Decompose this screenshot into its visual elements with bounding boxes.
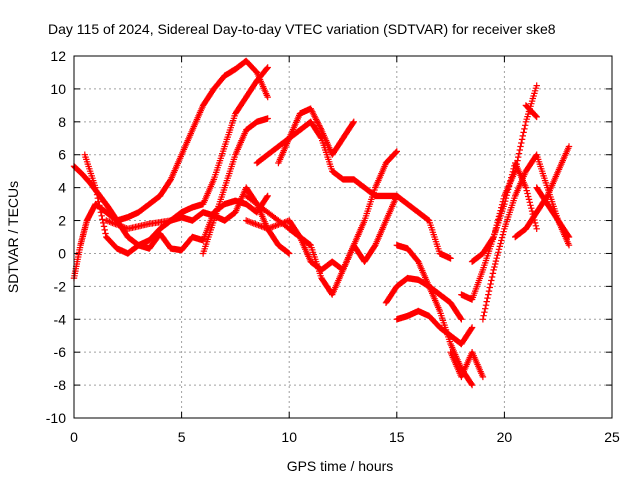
- series-markers: [447, 349, 487, 381]
- x-tick-label: 0: [70, 429, 78, 445]
- x-tick-label: 15: [389, 429, 405, 445]
- y-tick-label: 6: [58, 147, 66, 163]
- series-markers: [243, 192, 400, 298]
- x-tick-label: 25: [604, 429, 620, 445]
- series-track-7: [275, 105, 357, 167]
- y-tick-label: 2: [58, 213, 66, 229]
- y-tick-label: 8: [58, 114, 66, 130]
- y-tick-label: 10: [50, 81, 66, 97]
- series-track-18: [533, 184, 573, 241]
- series-markers: [522, 102, 540, 121]
- y-axis-label: SDTVAR / TECUs: [5, 181, 21, 293]
- y-tick-label: -6: [54, 344, 67, 360]
- plot-frame: [73, 55, 613, 419]
- series-markers: [253, 118, 454, 262]
- x-tick-label: 5: [178, 429, 186, 445]
- y-tick-label: 0: [58, 245, 66, 261]
- x-tick-label: 20: [497, 429, 513, 445]
- series-track-6: [253, 118, 454, 262]
- series-markers: [533, 184, 573, 241]
- x-axis-label: GPS time / hours: [287, 458, 394, 474]
- series-markers: [199, 115, 271, 257]
- chart-title: Day 115 of 2024, Sidereal Day-to-day VTE…: [48, 21, 556, 37]
- y-tick-label: -4: [54, 311, 67, 327]
- series-track-3: [81, 151, 271, 257]
- series-markers: [275, 105, 357, 167]
- series-track-16: [468, 159, 540, 265]
- data-points: [70, 57, 573, 389]
- series-track-4: [199, 115, 271, 257]
- series-track-13: [447, 349, 487, 381]
- y-tick-label: -2: [54, 278, 67, 294]
- x-tick-label: 10: [281, 429, 297, 445]
- series-markers: [81, 151, 271, 257]
- y-tick-label: 12: [50, 48, 66, 64]
- y-tick-label: 4: [58, 180, 66, 196]
- series-markers: [468, 159, 540, 265]
- y-tick-label: -10: [46, 410, 66, 426]
- y-tick-label: -8: [54, 377, 67, 393]
- y-tick-labels: -10 -8 -6 -4 -2 0 2 4 6 8 10 12: [46, 48, 66, 426]
- series-track-9: [243, 192, 400, 298]
- x-tick-labels: 0 5 10 15 20 25: [70, 429, 620, 445]
- series-track-19: [522, 102, 540, 121]
